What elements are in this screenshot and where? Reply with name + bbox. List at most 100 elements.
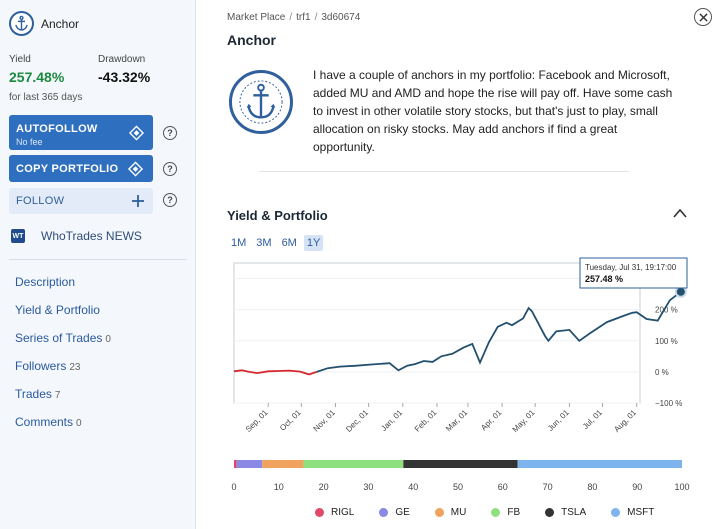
- tooltip: [579, 257, 688, 289]
- legend-dot-icon: [611, 508, 621, 517]
- legend-item[interactable]: RIGL: [315, 507, 354, 518]
- copy-portfolio-button[interactable]: COPY PORTFOLIO: [9, 155, 153, 182]
- whotrades-news-link[interactable]: WT WhoTrades NEWS: [11, 229, 142, 243]
- series-line-negative: [233, 369, 317, 376]
- nav-count: 7: [54, 390, 61, 401]
- tab-1y[interactable]: 1Y: [303, 235, 324, 251]
- nav-count: 23: [69, 362, 81, 373]
- breadcrumb: Market Place / trf1/3d60674: [227, 12, 361, 23]
- x-tick-label: Sep, 01: [244, 408, 270, 434]
- allocation-segment-mu: [262, 460, 304, 468]
- sidebar-item-series-of-trades[interactable]: Series of Trades 0: [15, 331, 111, 345]
- legend-item[interactable]: GE: [379, 507, 410, 518]
- series-line: [316, 291, 682, 373]
- legend-dot-icon: [491, 508, 501, 517]
- allocation-scale-label: 80: [587, 482, 597, 492]
- yield-label: Yield: [9, 54, 31, 65]
- breadcrumb-item[interactable]: trf1: [296, 12, 311, 23]
- nav-count: 0: [105, 334, 111, 345]
- x-tick-label: Jul, 01: [581, 408, 604, 431]
- sidebar-item-comments[interactable]: Comments 0: [15, 415, 82, 429]
- avatar[interactable]: [9, 11, 34, 36]
- drawdown-value: -43.32%: [98, 69, 151, 85]
- allocation-scale-label: 50: [453, 482, 463, 492]
- drawdown-label: Drawdown: [98, 54, 146, 65]
- sidebar-divider: [9, 259, 187, 260]
- legend-dot-icon: [545, 508, 555, 517]
- y-tick-label: 100 %: [655, 337, 678, 346]
- allocation-segment-fb: [303, 460, 404, 468]
- close-icon: [698, 12, 708, 22]
- legend-dot-icon: [434, 508, 444, 517]
- breadcrumb-item[interactable]: Market Place: [227, 12, 286, 23]
- legend-item[interactable]: TSLA: [545, 507, 586, 518]
- follow-help-icon[interactable]: ?: [163, 193, 177, 207]
- yield-portfolio-heading: Yield & Portfolio: [227, 208, 328, 223]
- allocation-segment-rigl: [234, 460, 237, 468]
- x-tick-label: Apr, 01: [479, 408, 504, 433]
- y-tick-label: 200 %: [655, 306, 678, 315]
- close-button[interactable]: [694, 8, 712, 26]
- copy-help-icon[interactable]: ?: [163, 162, 177, 176]
- tooltip-date: Tuesday, Jul 31, 19:17:00: [585, 263, 677, 272]
- allocation-scale-label: 20: [319, 482, 329, 492]
- chevron-up-icon[interactable]: [672, 207, 688, 219]
- breadcrumb-item: 3d60674: [321, 12, 361, 23]
- follow-button[interactable]: FOLLOW: [9, 188, 153, 214]
- nav-count: 0: [76, 418, 82, 429]
- section-divider: [259, 171, 629, 172]
- x-tick-label: Nov, 01: [311, 408, 337, 434]
- x-tick-label: Dec, 01: [344, 408, 370, 434]
- autofollow-button[interactable]: AUTOFOLLOW No fee: [9, 115, 153, 150]
- tab-1m[interactable]: 1M: [231, 237, 247, 249]
- legend-dot-icon: [315, 508, 324, 517]
- x-tick-label: Jun, 01: [546, 408, 571, 433]
- stats-period: for last 365 days: [9, 92, 83, 103]
- legend-label: FB: [507, 507, 521, 518]
- sidebar-item-followers[interactable]: Followers 23: [15, 359, 81, 373]
- plus-icon: [132, 195, 144, 207]
- autofollow-help-icon[interactable]: ?: [163, 126, 177, 140]
- portfolio-description: I have a couple of anchors in my portfol…: [313, 68, 673, 154]
- whotrades-logo-icon: WT: [11, 229, 25, 243]
- allocation-scale-label: 40: [408, 482, 418, 492]
- legend-item[interactable]: MU: [434, 507, 467, 518]
- copy-icon: [127, 161, 144, 176]
- chart-plot-area: [233, 262, 641, 404]
- legend-label: RIGL: [331, 507, 355, 518]
- x-tick-label: Oct, 01: [278, 408, 303, 433]
- legend-item[interactable]: MSFT: [611, 507, 654, 518]
- sidebar-item-description[interactable]: Description: [15, 275, 76, 289]
- tab-3m[interactable]: 3M: [256, 237, 272, 249]
- allocation-scale-label: 30: [363, 482, 373, 492]
- sidebar-item-trades[interactable]: Trades 7: [15, 387, 61, 401]
- owner-name: Anchor: [41, 17, 80, 31]
- legend-label: MU: [450, 507, 467, 518]
- autofollow-sublabel: No fee: [16, 137, 43, 147]
- legend-dot-icon: [379, 508, 389, 517]
- x-tick-label: Feb, 01: [413, 408, 439, 434]
- copy-portfolio-label: COPY PORTFOLIO: [16, 163, 119, 175]
- main-panel: Market Place / trf1/3d60674 Anchor I have …: [197, 0, 720, 529]
- range-tabs: 1M 3M 6M 1Y: [228, 235, 324, 251]
- whotrades-news-label: WhoTrades NEWS: [41, 229, 142, 243]
- sidebar-item-yield-portfolio[interactable]: Yield & Portfolio: [15, 303, 100, 317]
- x-tick-label: Jan, 01: [379, 408, 404, 433]
- portfolio-avatar: [229, 70, 293, 134]
- legend-label: MSFT: [627, 507, 655, 518]
- autofollow-icon: [129, 125, 144, 140]
- x-tick-label: May, 01: [511, 408, 537, 434]
- sidebar: Anchor Yield Drawdown 257.48% -43.32% fo…: [0, 0, 196, 529]
- allocation-scale-label: 70: [543, 482, 553, 492]
- allocation-segment-ge: [236, 460, 263, 468]
- allocation-scale-label: 0: [231, 482, 236, 492]
- allocation-scale-label: 60: [498, 482, 508, 492]
- legend-item[interactable]: FB: [491, 507, 520, 518]
- follow-label: FOLLOW: [16, 195, 65, 207]
- allocation-segment-msft: [517, 460, 682, 468]
- allocation-scale-label: 90: [632, 482, 642, 492]
- tab-6m[interactable]: 6M: [281, 237, 297, 249]
- legend-label: TSLA: [561, 507, 587, 518]
